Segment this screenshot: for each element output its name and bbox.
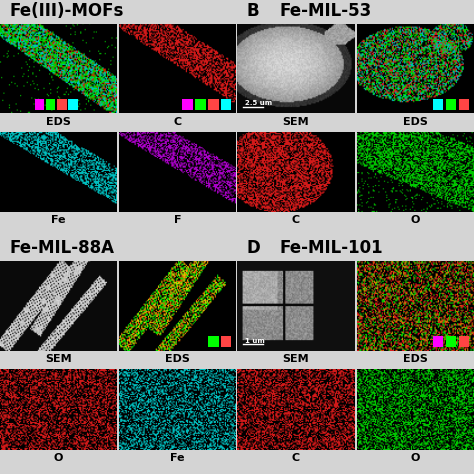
Text: EDS: EDS	[46, 117, 71, 127]
Text: 2.5 um: 2.5 um	[245, 100, 273, 106]
FancyBboxPatch shape	[195, 99, 206, 109]
FancyBboxPatch shape	[221, 337, 231, 347]
Text: SEM: SEM	[283, 117, 309, 127]
Text: Fe: Fe	[170, 453, 185, 463]
FancyBboxPatch shape	[446, 99, 456, 109]
FancyBboxPatch shape	[221, 99, 231, 109]
Text: Fe(III)-MOFs: Fe(III)-MOFs	[9, 2, 124, 20]
Text: C: C	[292, 453, 300, 463]
FancyBboxPatch shape	[459, 99, 469, 109]
Text: Fe-MIL-88A: Fe-MIL-88A	[9, 239, 114, 257]
FancyBboxPatch shape	[433, 337, 444, 347]
Text: Fe-MIL-53: Fe-MIL-53	[280, 2, 372, 20]
FancyBboxPatch shape	[459, 337, 469, 347]
FancyBboxPatch shape	[68, 99, 78, 109]
Text: C: C	[292, 215, 300, 225]
FancyBboxPatch shape	[35, 99, 45, 109]
FancyBboxPatch shape	[446, 337, 456, 347]
FancyBboxPatch shape	[46, 99, 55, 109]
Text: EDS: EDS	[403, 354, 428, 364]
Text: EDS: EDS	[165, 354, 190, 364]
Text: Fe: Fe	[51, 215, 66, 225]
FancyBboxPatch shape	[208, 337, 219, 347]
Text: SEM: SEM	[283, 354, 309, 364]
FancyBboxPatch shape	[57, 99, 67, 109]
FancyBboxPatch shape	[433, 99, 444, 109]
Text: F: F	[174, 215, 182, 225]
Text: O: O	[410, 453, 420, 463]
Text: 1 um: 1 um	[245, 337, 265, 344]
Text: D: D	[246, 239, 260, 257]
Text: O: O	[410, 215, 420, 225]
Text: SEM: SEM	[45, 354, 72, 364]
FancyBboxPatch shape	[208, 99, 219, 109]
Text: B: B	[246, 2, 259, 20]
Text: C: C	[173, 117, 182, 127]
FancyBboxPatch shape	[182, 99, 193, 109]
Text: Fe-MIL-101: Fe-MIL-101	[280, 239, 383, 257]
Text: EDS: EDS	[403, 117, 428, 127]
Text: O: O	[54, 453, 63, 463]
